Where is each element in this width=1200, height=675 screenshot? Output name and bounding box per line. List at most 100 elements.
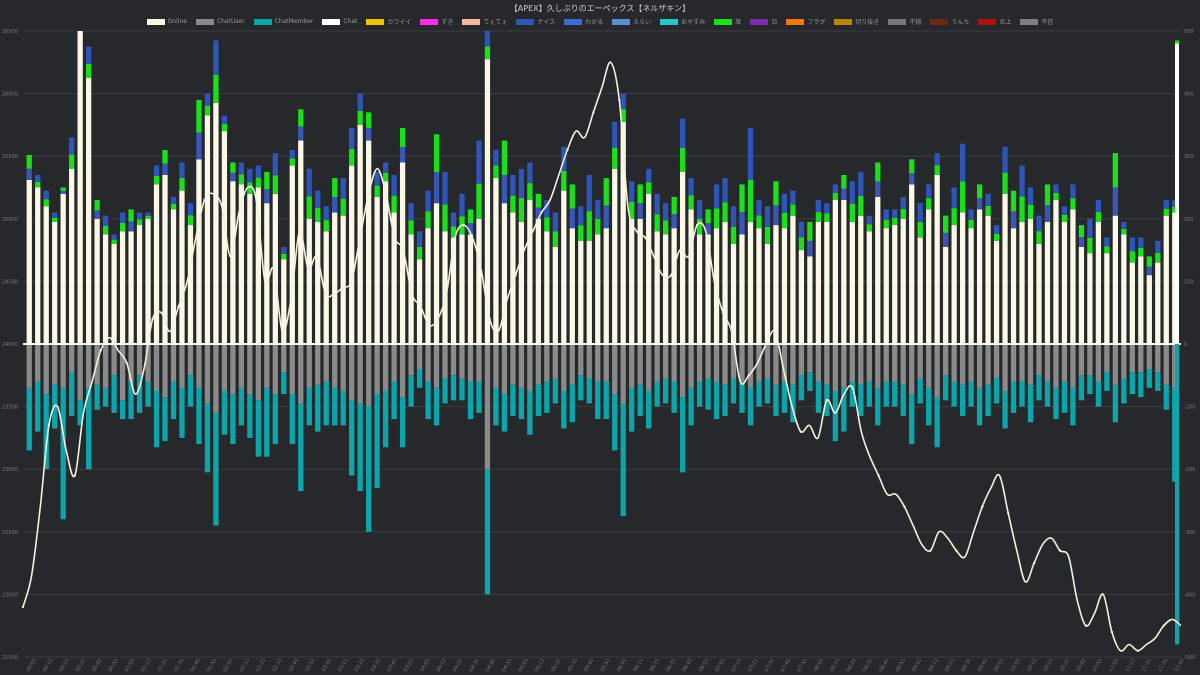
x-axis-tick-label: 04:01	[419, 658, 431, 673]
reaction-bar	[798, 221, 805, 238]
chatmember-bar	[747, 387, 754, 426]
legend-item[interactable]: わかる	[564, 17, 603, 26]
chatmember-bar	[187, 375, 194, 407]
chat-bar	[917, 237, 923, 344]
reaction-bar	[858, 195, 864, 216]
chat-bar	[612, 168, 618, 344]
chatmember-bar	[612, 394, 618, 451]
reaction-bar	[985, 205, 991, 216]
x-axis-tick-label: 08:01	[813, 658, 825, 673]
legend-item[interactable]: ナイス	[516, 17, 555, 26]
legend-item[interactable]: すき	[420, 17, 453, 26]
reaction-bar	[26, 154, 32, 169]
legend-item[interactable]: ChatUser	[195, 17, 245, 26]
legend-item[interactable]: フラグ	[786, 17, 825, 26]
reaction-bar	[128, 221, 134, 232]
chat-bar	[688, 209, 694, 344]
online-point	[1084, 624, 1088, 627]
reaction-bar	[705, 223, 711, 235]
chatuser-bar	[985, 344, 991, 385]
chatmember-bar	[595, 381, 601, 420]
reaction-bar	[69, 137, 75, 155]
legend-item[interactable]: えらい	[612, 17, 651, 26]
legend-item[interactable]: Chat	[322, 17, 357, 26]
chat-bar	[119, 231, 126, 344]
chatmember-bar	[943, 375, 949, 401]
reaction-bar	[52, 212, 58, 218]
reaction-bar	[781, 212, 788, 229]
legend-label: 切り抜き	[855, 19, 880, 26]
chatuser-bar	[781, 344, 788, 382]
chat-bar	[985, 215, 991, 344]
chatmember-bar	[408, 375, 414, 407]
chatuser-bar	[1019, 344, 1025, 382]
chatuser-bar	[595, 344, 601, 382]
chatuser-bar	[1138, 344, 1144, 373]
chat-bar	[739, 234, 745, 344]
chatuser-bar	[433, 344, 440, 388]
x-axis-tick-label: 01:31	[173, 658, 185, 673]
x-axis-tick-label: 04:21	[452, 658, 464, 673]
legend-item[interactable]: おやすみ	[660, 17, 705, 26]
reaction-bar	[1129, 251, 1135, 263]
x-axis-tick-label: 06:41	[682, 658, 694, 673]
chatmember-bar	[450, 375, 457, 401]
legend-item[interactable]: 草	[714, 17, 741, 26]
legend-label: 草	[735, 19, 742, 26]
left-axis-tick-label: 24500	[2, 279, 18, 285]
chatmember-bar	[1121, 378, 1127, 404]
reaction-bar	[586, 211, 592, 241]
chatuser-bar	[1036, 344, 1042, 376]
chatmember-bar	[399, 397, 406, 448]
reaction-bar	[281, 253, 287, 260]
legend-item[interactable]: うんち	[930, 17, 969, 26]
chatmember-bar	[603, 381, 609, 420]
chat-bar	[136, 225, 143, 344]
chatmember-bar	[849, 381, 855, 407]
online-point	[73, 474, 77, 477]
chat-bar	[128, 231, 134, 344]
x-axis-tick-label: 09:01	[911, 658, 923, 673]
legend-item[interactable]: 不穏	[888, 17, 921, 26]
x-axis-tick-label: 03:11	[337, 658, 349, 673]
x-axis-tick-label: 05:51	[600, 658, 612, 673]
chatuser-bar	[230, 344, 236, 395]
legend-item[interactable]: てぇてぇ	[462, 17, 507, 26]
reaction-bar	[399, 128, 406, 147]
right-axis-tick-label: 500	[1184, 29, 1194, 35]
chatmember-bar	[467, 381, 474, 420]
reaction-bar	[552, 212, 558, 232]
online-point	[436, 317, 440, 321]
chat-bar	[679, 171, 686, 344]
x-axis-tick-label: 09:11	[928, 658, 940, 673]
legend-item[interactable]: カワイイ	[366, 17, 411, 26]
legend-item[interactable]: 炎上	[978, 17, 1011, 26]
legend-item[interactable]: Online	[146, 17, 187, 26]
chatuser-bar	[255, 344, 261, 401]
chatuser-bar	[1027, 344, 1034, 385]
x-axis-tick-label: 00:31	[75, 658, 87, 673]
online-point	[903, 505, 906, 508]
legend-swatch	[420, 18, 439, 25]
reaction-bar	[841, 188, 847, 201]
reaction-bar	[162, 149, 168, 164]
right-axis-tick-label: 200	[1184, 217, 1194, 223]
legend-item[interactable]: 切り抜き	[834, 17, 879, 26]
chat-bar	[1044, 221, 1051, 344]
legend-item[interactable]: 日	[750, 17, 777, 26]
chatmember-bar	[951, 381, 957, 407]
reaction-bar	[654, 193, 660, 215]
chatmember-bar	[136, 375, 143, 413]
chatmember-bar	[909, 394, 915, 445]
reaction-bar	[1044, 205, 1051, 222]
reaction-bar	[951, 187, 957, 209]
chat-bar	[162, 174, 168, 344]
chatuser-bar	[968, 344, 974, 382]
legend-swatch	[930, 18, 949, 25]
chat-bar	[1078, 246, 1085, 344]
reaction-bar	[1112, 187, 1118, 216]
chat-bar	[374, 196, 380, 344]
legend-item[interactable]: 不信	[1020, 17, 1053, 26]
online-point	[1110, 630, 1114, 634]
legend-item[interactable]: ChatMember	[253, 17, 313, 26]
